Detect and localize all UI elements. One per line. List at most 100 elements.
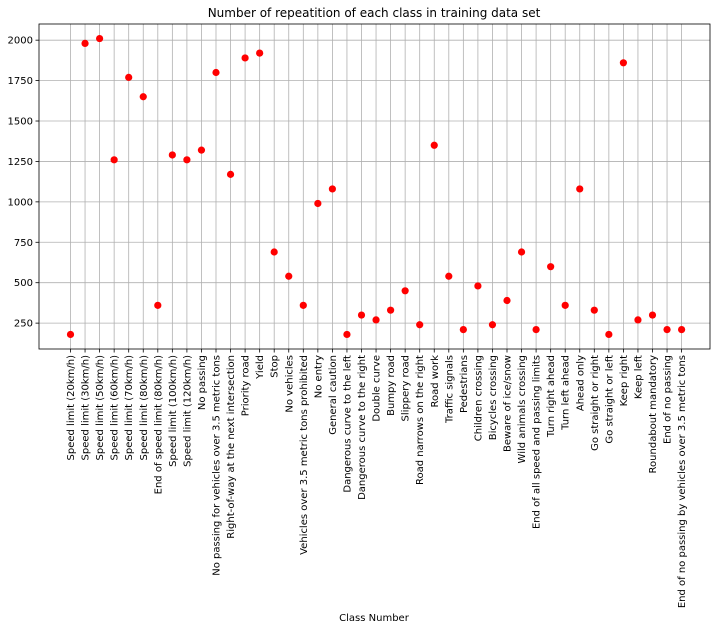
data-point	[561, 301, 569, 309]
data-point	[547, 263, 555, 271]
data-point	[154, 301, 162, 309]
x-axis-label: Class Number	[339, 613, 410, 624]
x-tick-label: Keep right	[619, 355, 630, 406]
data-point	[401, 287, 409, 295]
x-tick-label: Double curve	[372, 355, 383, 422]
x-tick-label: Speed limit (70km/h)	[124, 355, 135, 461]
x-tick-label: Priority road	[241, 355, 252, 416]
data-point	[96, 34, 104, 43]
x-tick-label: Speed limit (60km/h)	[110, 355, 121, 461]
x-tick-label: Go straight or left	[604, 355, 615, 444]
data-point	[678, 325, 686, 334]
x-tick-label: General caution	[328, 355, 339, 435]
data-point	[532, 325, 540, 334]
x-tick-label: Right-of-way at the next intersection	[226, 355, 237, 539]
data-point	[343, 330, 351, 339]
x-tick-label: Speed limit (50km/h)	[95, 355, 106, 461]
data-point	[66, 330, 75, 339]
grid	[39, 24, 710, 349]
plot-area	[38, 23, 711, 350]
data-point	[241, 54, 249, 62]
data-point	[270, 248, 278, 256]
data-point	[125, 73, 133, 81]
data-point	[110, 156, 118, 164]
data-point	[619, 59, 628, 67]
data-points	[66, 34, 686, 339]
data-point	[590, 306, 598, 314]
x-tick-label: Turn right ahead	[546, 355, 557, 438]
x-tick-label: End of no passing	[663, 355, 674, 444]
x-tick-label: Road narrows on the right	[415, 355, 426, 485]
data-point	[445, 272, 453, 280]
x-tick-label: Traffic signals	[444, 355, 455, 424]
x-tick-label: Speed limit (120km/h)	[182, 355, 193, 467]
data-point	[576, 185, 584, 193]
x-tick-label: Wild animals crossing	[517, 355, 528, 463]
x-tick-label: Keep left	[633, 355, 644, 399]
data-point	[314, 199, 322, 208]
x-tick-label: Stop	[270, 355, 281, 378]
data-point	[663, 325, 671, 334]
y-axis: 250 500 750 1000 1250 1500 1750 2000	[8, 36, 39, 330]
x-tick-label: End of all speed and passing limits	[532, 355, 543, 529]
x-axis: Speed limit (20km/h) Speed limit (30km/h)…	[66, 349, 688, 608]
x-tick-label: No vehicles	[284, 355, 295, 413]
x-tick-label: Ahead only	[575, 355, 586, 411]
x-tick-label: End of no passing by vehicles over 3.5 m…	[677, 355, 688, 608]
data-point	[183, 156, 191, 164]
x-tick-label: Speed limit (20km/h)	[66, 355, 77, 461]
y-tick-label: 1000	[8, 197, 33, 208]
data-point	[430, 141, 438, 149]
x-tick-label: No passing for vehicles over 3.5 metric …	[212, 355, 223, 576]
data-point	[459, 325, 467, 334]
x-tick-label: Speed limit (100km/h)	[168, 355, 179, 467]
x-tick-label: Slippery road	[401, 355, 412, 421]
x-tick-label: Bicycles crossing	[488, 355, 499, 440]
x-tick-label: End of speed limit (80km/h)	[153, 355, 164, 494]
x-tick-label: Go straight or right	[590, 355, 601, 451]
x-tick-label: Road work	[430, 355, 441, 408]
data-point	[372, 316, 380, 324]
data-point	[648, 311, 657, 319]
data-point	[197, 146, 206, 154]
data-point	[416, 321, 424, 329]
x-tick-label: Vehicles over 3.5 metric tons prohibited	[299, 355, 310, 555]
data-point	[605, 330, 613, 339]
x-tick-label: Speed limit (30km/h)	[81, 355, 92, 461]
data-point	[488, 321, 497, 329]
x-tick-label: Turn left ahead	[561, 355, 572, 431]
data-point	[285, 272, 293, 280]
x-tick-label: Beware of ice/snow	[503, 355, 514, 452]
x-tick-label: No passing	[197, 355, 208, 410]
y-tick-label: 2000	[8, 36, 33, 47]
data-point	[634, 316, 642, 324]
data-point	[256, 49, 264, 57]
y-tick-label: 250	[14, 319, 33, 330]
data-point	[328, 185, 336, 193]
y-tick-label: 1500	[8, 117, 33, 128]
y-tick-label: 500	[14, 278, 33, 289]
data-point	[139, 93, 147, 101]
data-point	[168, 151, 176, 159]
x-tick-label: Yield	[255, 355, 266, 380]
y-tick-label: 1250	[8, 157, 33, 168]
data-point	[226, 170, 235, 178]
x-tick-label: Pedestrians	[459, 355, 470, 413]
data-point	[212, 68, 220, 77]
y-tick-label: 1750	[8, 76, 33, 87]
y-tick-label: 750	[14, 238, 33, 249]
x-tick-label: Bumpy road	[386, 355, 397, 416]
data-point	[81, 39, 89, 48]
data-point	[299, 301, 307, 309]
data-point	[387, 306, 395, 314]
x-tick-label: Dangerous curve to the left	[342, 355, 353, 493]
data-point	[503, 296, 511, 305]
data-point	[474, 282, 482, 290]
x-tick-label: Children crossing	[473, 355, 484, 441]
chart-title: Number of repeatition of each class in t…	[208, 6, 541, 20]
data-point	[517, 248, 526, 256]
x-tick-label: Speed limit (80km/h)	[139, 355, 150, 461]
data-point	[357, 311, 366, 319]
x-tick-label: Roundabout mandatory	[648, 355, 659, 474]
